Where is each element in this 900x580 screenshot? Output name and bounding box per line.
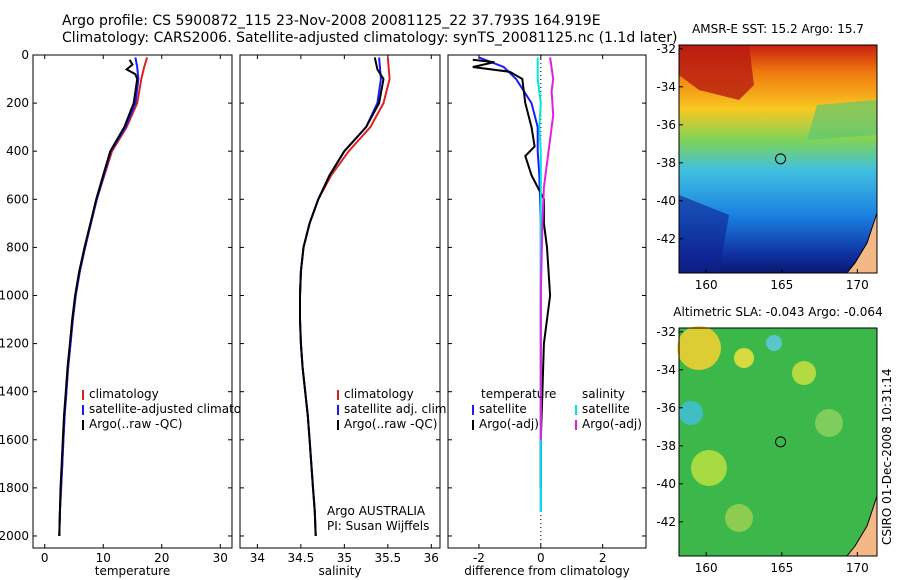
legend-label: climatology (344, 387, 414, 401)
series-line (472, 58, 552, 488)
y-tick-label: 2000 (0, 529, 29, 543)
title-line-2: Climatology: CARS2006. Satellite-adjuste… (62, 30, 678, 46)
y-tick-label: 0 (21, 48, 29, 62)
x-tick-label: 10 (96, 551, 111, 565)
x-tick-label: 34 (250, 551, 265, 565)
map-y-tick-label: -40 (656, 194, 676, 208)
map-y-tick-label: -38 (656, 156, 676, 170)
sla-anomaly-blob (677, 326, 721, 370)
map-y-tick-label: -32 (656, 325, 676, 339)
map-y-tick-label: -34 (656, 363, 676, 377)
legend-label: Argo(-adj) (479, 417, 539, 431)
y-tick-label: 600 (6, 192, 29, 206)
y-tick-label: 200 (6, 96, 29, 110)
x-tick-label: 20 (154, 551, 169, 565)
series-line (58, 59, 139, 537)
x-axis-label: salinity (318, 564, 361, 578)
x-tick-label: 30 (213, 551, 228, 565)
sla-anomaly-blob (725, 504, 753, 532)
map-title: Altimetric SLA: -0.043 Argo: -0.064 (673, 305, 882, 319)
argo-location-marker (775, 436, 787, 448)
argo-location-marker (775, 153, 787, 165)
legend-title: salinity (582, 387, 625, 401)
legend-label: satellite (479, 402, 527, 416)
sla-anomaly-blob (815, 409, 843, 437)
map-y-tick-label: -42 (656, 515, 676, 529)
legend-title: temperature (481, 387, 556, 401)
map-x-tick-label: 170 (846, 561, 869, 575)
sla-anomaly-blob (734, 348, 754, 368)
y-tick-label: 1000 (0, 288, 29, 302)
x-axis-label: temperature (95, 564, 170, 578)
y-tick-label: 400 (6, 144, 29, 158)
x-tick-label: 35 (337, 551, 352, 565)
y-tick-label: 800 (6, 240, 29, 254)
map-x-tick-label: 165 (770, 278, 793, 292)
x-tick-label: 0 (41, 551, 49, 565)
map-y-tick-label: -38 (656, 439, 676, 453)
map-frame (678, 327, 878, 557)
plot-frame-1 (239, 54, 441, 549)
map-frame (678, 44, 878, 274)
plot-frame-2 (447, 54, 647, 549)
legend-label: Argo(-adj) (582, 417, 642, 431)
sst-cold-patch (679, 195, 729, 273)
map-y-tick-label: -34 (656, 80, 676, 94)
x-tick-label: 0 (537, 551, 545, 565)
map-title: AMSR-E SST: 15.2 Argo: 15.7 (692, 22, 864, 36)
sla-field (679, 328, 877, 556)
legend-label: satellite adj. clim. (344, 402, 450, 416)
map-y-tick-label: -36 (656, 118, 676, 132)
plot-frame-0 (32, 54, 233, 549)
y-tick-label: 1200 (0, 337, 29, 351)
map-x-tick-label: 165 (770, 561, 793, 575)
map-x-tick-label: 160 (695, 278, 718, 292)
pi-label: PI: Susan Wijffels (327, 519, 429, 533)
x-tick-label: 34.5 (288, 551, 315, 565)
sla-anomaly-blob (792, 361, 816, 385)
map-x-tick-label: 170 (846, 278, 869, 292)
sla-anomaly-blob (691, 450, 727, 486)
sla-anomaly-blob (679, 401, 703, 425)
x-tick-label: 36 (424, 551, 439, 565)
series-line (539, 57, 555, 440)
sst-green-patch (807, 100, 877, 140)
sst-warm-patch (679, 45, 754, 100)
argo-org-label: Argo AUSTRALIA (327, 504, 426, 518)
title-line-1: Argo profile: CS 5900872_115 23-Nov-2008… (62, 13, 601, 29)
y-tick-label: 1800 (0, 481, 29, 495)
y-tick-label: 1600 (0, 433, 29, 447)
sla-anomaly-blob (766, 335, 782, 351)
legend-label: satellite-adjusted climatology (89, 402, 267, 416)
y-tick-label: 1400 (0, 385, 29, 399)
credit-label: CSIRO 01-Dec-2008 10:31:14 (880, 368, 894, 545)
legend-label: climatology (89, 387, 159, 401)
legend-label: Argo(..raw -QC) (344, 417, 437, 431)
map-y-tick-label: -40 (656, 477, 676, 491)
series-line (299, 57, 385, 537)
map-y-tick-label: -42 (656, 232, 676, 246)
map-y-tick-label: -32 (656, 42, 676, 56)
x-tick-label: 35.5 (374, 551, 401, 565)
x-axis-label: difference from climatology (464, 564, 630, 578)
map-y-tick-label: -36 (656, 401, 676, 415)
x-tick-label: 2 (599, 551, 607, 565)
legend-label: satellite (582, 402, 630, 416)
legend-label: Argo(..raw -QC) (89, 417, 182, 431)
map-x-tick-label: 160 (695, 561, 718, 575)
x-tick-label: -2 (473, 551, 485, 565)
